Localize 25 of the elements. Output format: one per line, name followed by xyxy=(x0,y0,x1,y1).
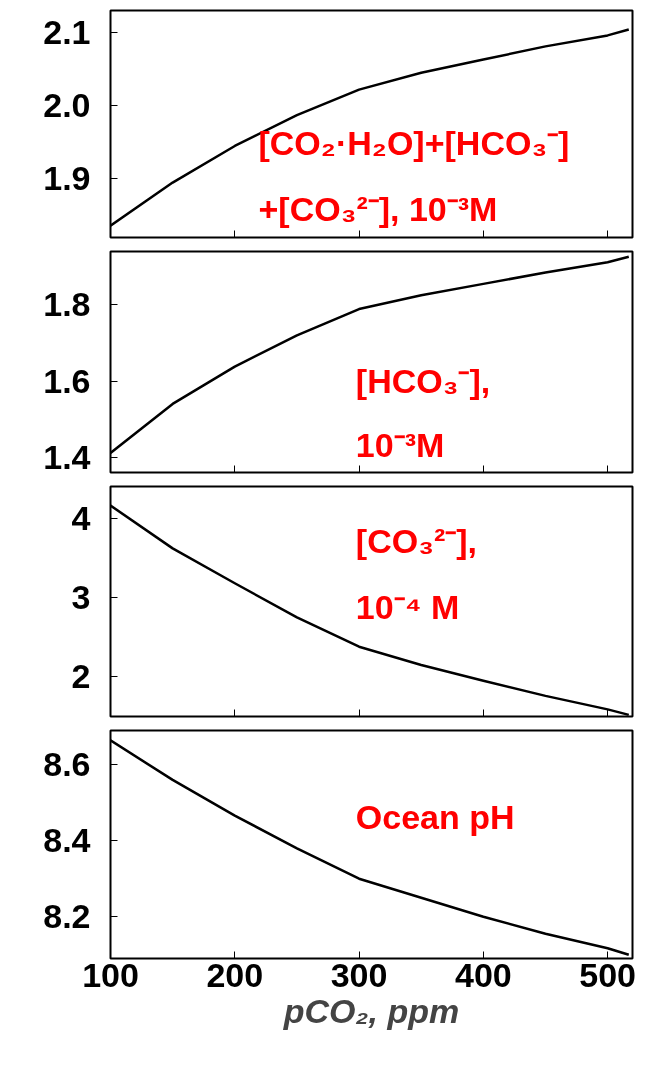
y-tick-label: 1.4 xyxy=(43,437,91,476)
y-tick-label: 1.8 xyxy=(43,285,91,324)
annotation: +[CO₃²⁻], 10⁻³M xyxy=(258,190,498,229)
annotation: 10⁻³M xyxy=(355,425,445,464)
annotation: [CO₂·H₂O]+[HCO₃⁻] xyxy=(258,124,570,163)
y-tick-label: 2.0 xyxy=(43,86,91,125)
y-tick-label: 2 xyxy=(71,657,91,696)
annotation: [CO₃²⁻], xyxy=(355,521,477,560)
x-tick-label: 200 xyxy=(206,955,264,994)
x-tick-label: 100 xyxy=(82,955,139,994)
y-tick-label: 8.4 xyxy=(43,821,91,860)
annotation: [HCO₃⁻], xyxy=(355,361,491,400)
y-tick-label: 1.6 xyxy=(43,361,91,400)
annotation: Ocean pH xyxy=(355,798,515,837)
y-tick-label: 4 xyxy=(71,498,91,537)
y-tick-label: 8.6 xyxy=(43,745,91,784)
x-tick-label: 300 xyxy=(330,955,388,994)
y-tick-label: 3 xyxy=(71,578,91,617)
y-tick-label: 2.1 xyxy=(43,12,91,51)
x-tick-label: 500 xyxy=(579,955,637,994)
annotation: 10⁻⁴ M xyxy=(355,588,460,627)
y-tick-label: 1.9 xyxy=(43,159,91,198)
y-tick-label: 8.2 xyxy=(43,897,91,936)
x-axis-title: pCO₂, ppm xyxy=(282,991,460,1030)
x-tick-label: 400 xyxy=(454,955,512,994)
